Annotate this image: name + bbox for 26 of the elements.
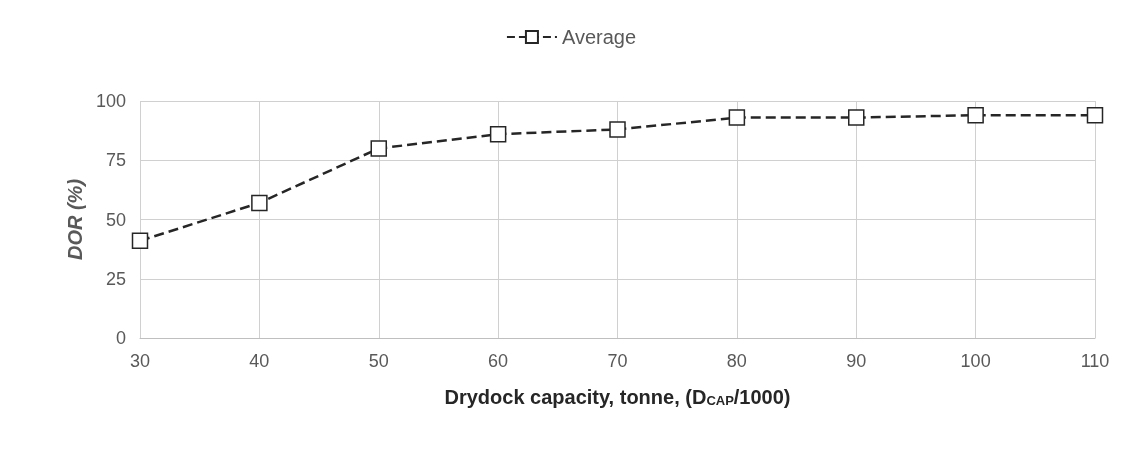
point — [967, 106, 984, 124]
point — [848, 109, 865, 126]
x-tick-label: 110 — [1080, 351, 1110, 371]
legend-label: Average — [561, 26, 637, 48]
x-tick-label: 40 — [249, 351, 270, 371]
x-tick-label: 80 — [726, 351, 747, 371]
x-tick-label: 100 — [960, 351, 991, 371]
point — [1086, 106, 1104, 124]
point — [370, 140, 387, 157]
x-tick-label: 60 — [488, 351, 509, 371]
y-tick-label: 75 — [105, 150, 126, 171]
x-tick-label: 30 — [129, 351, 151, 371]
point — [131, 232, 149, 250]
y-tick-label: 25 — [105, 268, 126, 289]
y-tick-label: 100 — [95, 91, 126, 111]
y-tick-label: 50 — [105, 209, 126, 230]
point — [609, 121, 626, 138]
point — [251, 194, 268, 212]
x-tick-label: 70 — [607, 351, 628, 371]
x-axis-title: Drydock capacity, tonne, (DCAP/1000) — [444, 385, 791, 408]
y-axis-title: DOR (%) — [64, 178, 86, 261]
y-tick-label: 0 — [115, 328, 126, 348]
point — [728, 109, 746, 126]
x-tick-label: 90 — [846, 351, 867, 371]
point — [489, 125, 507, 143]
x-tick-label: 50 — [368, 351, 389, 371]
